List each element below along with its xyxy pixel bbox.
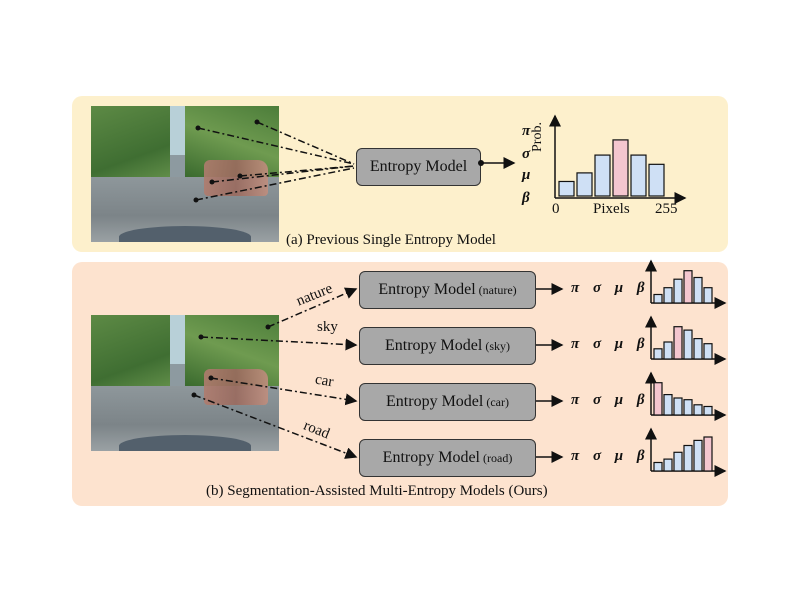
entropy-model-label: Entropy Model — [386, 393, 484, 410]
entropy-model-sky: Entropy Model (sky) — [359, 327, 536, 365]
params-car: π σ μ β — [571, 392, 650, 408]
histogram-bar — [594, 154, 611, 197]
model-tag: (sky) — [485, 338, 510, 353]
histogram-bar — [693, 276, 703, 304]
histogram-bar — [653, 293, 663, 304]
histogram-bar — [663, 458, 673, 472]
histogram-bar — [648, 163, 665, 197]
histogram-bar — [663, 394, 673, 416]
histogram-bar — [612, 139, 629, 197]
entropy-model-label: Entropy Model — [378, 281, 476, 298]
histogram-bar — [693, 404, 703, 416]
entropy-model-label: Entropy Model — [385, 337, 483, 354]
param-mu: μ — [522, 167, 531, 183]
hist-x-min: 0 — [552, 201, 560, 217]
model-tag: (car) — [486, 394, 509, 409]
histogram-bar — [653, 382, 663, 416]
histogram-bar — [663, 341, 673, 360]
seg-label-sky: sky — [317, 319, 338, 335]
params-road: π σ μ β — [571, 448, 650, 464]
param-sigma: σ — [522, 146, 531, 162]
histogram-bar — [653, 461, 663, 472]
histogram-bar — [703, 287, 713, 304]
param-beta: β — [522, 190, 530, 206]
entropy-model-label: Entropy Model — [382, 449, 480, 466]
model-tag: (nature) — [478, 282, 517, 297]
histogram-bar — [703, 343, 713, 360]
params-nature: π σ μ β — [571, 280, 650, 296]
panel-b-connectors — [193, 287, 358, 459]
panel-b-caption: (b) Segmentation-Assisted Multi-Entropy … — [206, 483, 548, 499]
entropy-model-car: Entropy Model (car) — [359, 383, 536, 421]
histogram-bar — [703, 405, 713, 416]
street-scene-image-b — [91, 315, 279, 451]
histogram-bar — [693, 338, 703, 360]
entropy-model-nature: Entropy Model (nature) — [359, 271, 536, 309]
histogram-bar — [653, 348, 663, 360]
histogram-bar — [683, 270, 693, 304]
histogram-bar — [673, 451, 683, 472]
histogram-bar — [558, 180, 575, 197]
histogram-a — [558, 139, 665, 197]
histogram-bar — [673, 278, 683, 304]
panel-a-dots — [193, 119, 260, 203]
entropy-model-road: Entropy Model (road) — [359, 439, 536, 477]
histogram-bar — [630, 154, 647, 197]
histogram-bar — [663, 287, 673, 304]
histogram-bar — [683, 444, 693, 472]
histogram-bar — [576, 172, 593, 197]
panel-a-connectors — [195, 121, 355, 201]
histogram-bar — [683, 329, 693, 360]
model-tag: (road) — [483, 450, 513, 465]
param-pi: π — [522, 123, 531, 139]
histogram-bar — [703, 436, 713, 472]
street-scene-image-a — [91, 106, 279, 242]
panel-b-dots — [191, 324, 271, 398]
histograms-b — [645, 259, 727, 477]
params-sky: π σ μ β — [571, 336, 650, 352]
histogram-bar — [673, 326, 683, 360]
panel-b-output-arrows — [536, 283, 564, 463]
histogram-bar — [693, 439, 703, 472]
histogram-bar — [683, 399, 693, 416]
panel-a-caption: (a) Previous Single Entropy Model — [286, 232, 496, 248]
hist-xlabel: Pixels — [593, 201, 630, 217]
entropy-model-label: Entropy Model — [369, 158, 468, 175]
entropy-model-box: Entropy Model — [356, 148, 481, 186]
histogram-bar — [673, 397, 683, 416]
hist-x-max: 255 — [655, 201, 678, 217]
